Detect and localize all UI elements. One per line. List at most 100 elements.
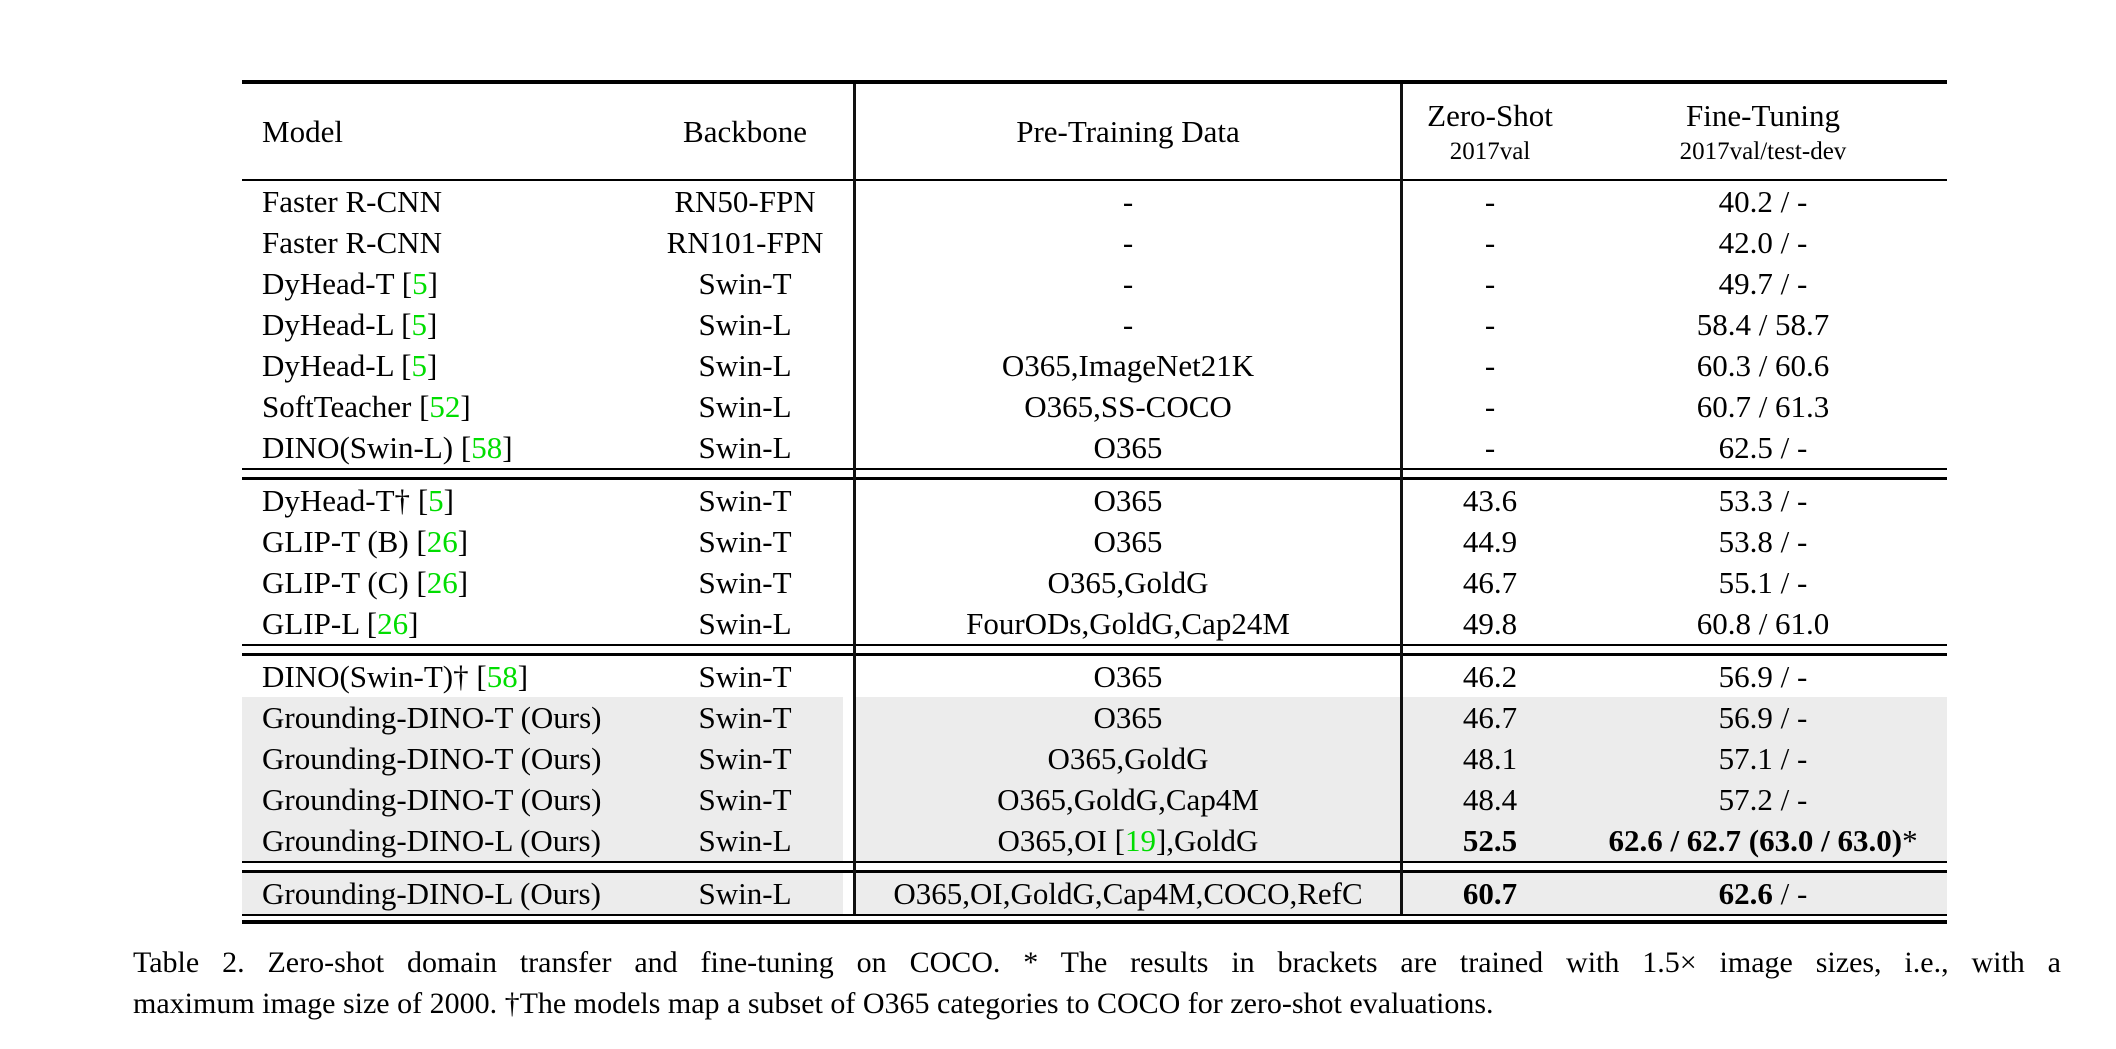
group-separator	[242, 644, 1947, 656]
model-cell: Grounding-DINO-T (Ours)	[242, 779, 647, 820]
finetune-cell: 40.2 / -	[1718, 184, 1808, 219]
backbone-cell: Swin-L	[698, 348, 792, 383]
pretrain-cell: O365	[1093, 483, 1163, 518]
pretrain-cell: O365,SS-COCO	[1024, 389, 1232, 424]
citation-number: 5	[428, 483, 444, 518]
finetune-cell: 49.7 / -	[1718, 266, 1808, 301]
pretrain-cell: O365,OI,GoldG,Cap4M,COCO,RefC	[855, 873, 1401, 914]
model-cell: Grounding-DINO-T (Ours)	[242, 697, 647, 738]
divider-gap-cell	[843, 738, 855, 779]
divider-gap-cell	[843, 873, 855, 914]
table-row: Grounding-DINO-T (Ours) Swin-T O365,GoldG,…	[242, 779, 1947, 820]
table-header-rule	[242, 179, 1947, 181]
finetune-cell: 58.4 / 58.7	[1696, 307, 1830, 342]
citation-number: 58	[471, 430, 503, 465]
model-cell: GLIP-T (C) [26]	[262, 565, 469, 600]
finetune-cell: 57.1 / -	[1579, 738, 1947, 779]
backbone-cell: Swin-T	[698, 266, 792, 301]
citation-number: 26	[377, 606, 409, 641]
backbone-cell: Swin-T	[647, 779, 843, 820]
zeroshot-cell: 43.6	[1462, 483, 1518, 518]
pretrain-cell: -	[1122, 307, 1134, 342]
header-finetune: Fine-Tuning 2017val/test-dev	[1579, 84, 1947, 179]
backbone-cell: Swin-L	[698, 606, 792, 641]
backbone-cell: RN101-FPN	[666, 225, 824, 260]
zeroshot-cell: 44.9	[1462, 524, 1518, 559]
zeroshot-cell: -	[1484, 430, 1496, 465]
model-cell: DyHead-T† [5]	[262, 483, 454, 518]
zeroshot-cell: 46.2	[1462, 659, 1518, 694]
divider-gap-cell	[843, 779, 855, 820]
model-cell: Grounding-DINO-T (Ours)	[242, 738, 647, 779]
table-row: GLIP-T (C) [26] Swin-T O365,GoldG 46.7 55.1 …	[242, 562, 1947, 603]
finetune-cell: 56.9 / -	[1718, 659, 1808, 694]
table-row: GLIP-L [26] Swin-L FourODs,GoldG,Cap24M 49.…	[242, 603, 1947, 644]
citation-number: 26	[426, 524, 458, 559]
table-row: Grounding-DINO-T (Ours) Swin-T O365,GoldG 4…	[242, 738, 1947, 779]
model-cell: DyHead-T [5]	[262, 266, 438, 301]
backbone-cell: Swin-T	[698, 659, 792, 694]
backbone-cell: Swin-L	[647, 820, 843, 861]
header-model: Model	[262, 114, 343, 149]
pretrain-cell: FourODs,GoldG,Cap24M	[966, 606, 1290, 641]
divider-gap-cell	[843, 820, 855, 861]
model-cell: DyHead-L [5]	[262, 348, 438, 383]
table-row: SoftTeacher [52] Swin-L O365,SS-COCO - 60.7 …	[242, 386, 1947, 427]
zeroshot-cell: 46.7	[1401, 697, 1579, 738]
backbone-cell: Swin-T	[698, 524, 792, 559]
model-cell: GLIP-L [26]	[262, 606, 419, 641]
zeroshot-cell: -	[1484, 266, 1496, 301]
table-top-rule	[242, 80, 1947, 84]
table-row: Faster R-CNN RN101-FPN - - 42.0 / -	[242, 222, 1947, 263]
table-body: Faster R-CNN RN50-FPN - -40.2 / - Faster R-C…	[242, 181, 1947, 914]
citation-number: 52	[429, 389, 461, 424]
table-caption: Table 2. Zero-shot domain transfer and f…	[133, 942, 2061, 1024]
zeroshot-cell: 49.8	[1462, 606, 1518, 641]
backbone-cell: Swin-T	[647, 697, 843, 738]
group-separator	[242, 861, 1947, 873]
backbone-cell: Swin-L	[698, 389, 792, 424]
model-cell: Faster R-CNN	[262, 184, 442, 219]
table-row: Grounding-DINO-L (Ours) Swin-L O365,OI,Gol…	[242, 873, 1947, 914]
caption-line-1: Table 2. Zero-shot domain transfer and f…	[133, 946, 2061, 979]
zeroshot-cell: 48.1	[1401, 738, 1579, 779]
zeroshot-cell: -	[1484, 184, 1496, 219]
finetune-cell: 53.3 / -	[1718, 483, 1808, 518]
pretrain-cell: O365,GoldG	[1047, 565, 1209, 600]
finetune-cell: 55.1 / -	[1718, 565, 1808, 600]
table-row: Grounding-DINO-L (Ours) Swin-L O365,OI [19…	[242, 820, 1947, 861]
pretrain-cell: -	[1122, 266, 1134, 301]
model-cell: Grounding-DINO-L (Ours)	[242, 820, 647, 861]
model-cell: Faster R-CNN	[262, 225, 442, 260]
citation-number: 26	[426, 565, 458, 600]
pretrain-cell: O365	[855, 697, 1401, 738]
citation-number: 5	[411, 348, 427, 383]
results-table: Model Backbone Pre-Training Data Zero-Sh…	[242, 80, 1947, 924]
table-row: DINO(Swin-T)† [58] Swin-T O365 46.2 56.9 / -	[242, 656, 1947, 697]
zeroshot-cell: 46.7	[1462, 565, 1518, 600]
finetune-cell: 62.6 / 62.7 (63.0 / 63.0)*	[1579, 820, 1947, 861]
pretrain-cell: O365,ImageNet21K	[1001, 348, 1255, 383]
finetune-cell: 42.0 / -	[1718, 225, 1808, 260]
pretrain-cell: -	[1122, 225, 1134, 260]
pretrain-cell: O365,GoldG	[855, 738, 1401, 779]
model-cell: DINO(Swin-L) [58]	[262, 430, 513, 465]
model-cell: SoftTeacher [52]	[262, 389, 471, 424]
table-row: DyHead-T [5] Swin-T - - 49.7 / -	[242, 263, 1947, 304]
finetune-cell: 62.5 / -	[1718, 430, 1808, 465]
backbone-cell: Swin-L	[698, 430, 792, 465]
pretrain-cell: O365,GoldG,Cap4M	[855, 779, 1401, 820]
model-cell: DyHead-L [5]	[262, 307, 438, 342]
citation-number: 5	[412, 266, 428, 301]
table-row: DyHead-L [5] Swin-L O365,ImageNet21K - 60.3 …	[242, 345, 1947, 386]
finetune-cell: 53.8 / -	[1718, 524, 1808, 559]
table-row: GLIP-T (B) [26] Swin-T O365 44.9 53.8 / -	[242, 521, 1947, 562]
backbone-cell: Swin-T	[698, 565, 792, 600]
header-pretrain: Pre-Training Data	[1016, 114, 1240, 149]
backbone-cell: Swin-L	[698, 307, 792, 342]
column-divider	[1400, 84, 1403, 914]
zeroshot-cell: -	[1484, 348, 1496, 383]
finetune-cell: 56.9 / -	[1579, 697, 1947, 738]
header-zeroshot-subtitle: 2017val	[1449, 138, 1531, 165]
table-row: Grounding-DINO-T (Ours) Swin-T O365 46.7 56.…	[242, 697, 1947, 738]
